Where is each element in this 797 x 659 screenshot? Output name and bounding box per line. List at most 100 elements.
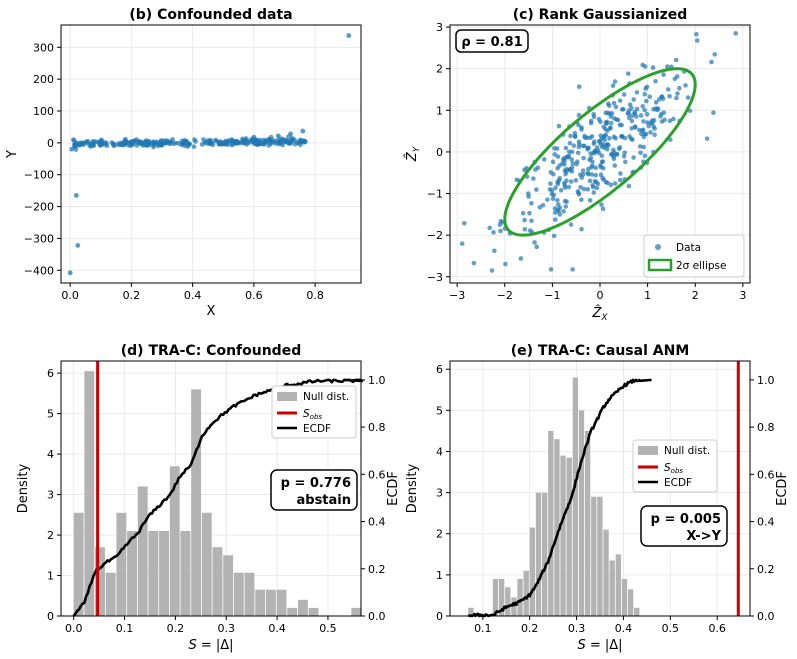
data-point bbox=[580, 143, 586, 149]
legend-marker-data bbox=[655, 244, 661, 250]
x-tick-label: −1 bbox=[544, 289, 560, 302]
data-point bbox=[247, 138, 252, 144]
data-point bbox=[531, 176, 536, 181]
data-point bbox=[579, 226, 584, 232]
x-tick-label: 0.4 bbox=[184, 289, 202, 302]
data-point bbox=[569, 169, 575, 174]
data-point bbox=[111, 143, 117, 149]
x-tick-label: 0.6 bbox=[245, 289, 263, 302]
data-point bbox=[552, 146, 557, 151]
data-point bbox=[602, 133, 607, 139]
data-point bbox=[492, 248, 497, 254]
y-tick-label: −3 bbox=[427, 271, 443, 284]
data-point bbox=[580, 172, 586, 177]
x-tick-label: 0.4 bbox=[615, 622, 633, 635]
data-point bbox=[562, 185, 568, 190]
data-point bbox=[621, 107, 626, 112]
histogram-bar bbox=[116, 512, 127, 616]
data-point bbox=[594, 185, 600, 191]
data-point bbox=[598, 163, 603, 168]
histogram-bar bbox=[597, 496, 603, 616]
data-point bbox=[616, 146, 622, 152]
histogram-bars bbox=[468, 377, 640, 616]
histogram-bar bbox=[95, 547, 105, 616]
data-point bbox=[558, 187, 564, 193]
y-tick-label: 2 bbox=[47, 529, 54, 542]
data-point bbox=[255, 139, 260, 145]
histogram-bar bbox=[244, 572, 255, 616]
x-axis-label-symbol: S bbox=[188, 638, 196, 653]
x-tick-label: 0.6 bbox=[708, 622, 726, 635]
data-point bbox=[596, 116, 602, 122]
data-points bbox=[459, 31, 739, 273]
y2-tick-label: 0.8 bbox=[757, 421, 775, 434]
data-point bbox=[622, 159, 628, 165]
data-point bbox=[562, 158, 567, 163]
data-point bbox=[600, 142, 606, 147]
data-point bbox=[137, 139, 143, 145]
data-point bbox=[541, 157, 547, 162]
data-point bbox=[491, 230, 496, 235]
histogram-bar bbox=[169, 466, 180, 616]
data-point bbox=[97, 142, 103, 148]
data-point bbox=[634, 114, 639, 119]
data-point bbox=[618, 171, 623, 176]
data-point bbox=[631, 97, 637, 102]
data-point bbox=[555, 197, 560, 203]
y2-tick-label: 0.0 bbox=[757, 610, 775, 623]
data-point bbox=[602, 145, 607, 151]
data-point bbox=[552, 152, 558, 157]
data-point bbox=[570, 161, 576, 166]
y-tick-label: 2 bbox=[436, 528, 443, 541]
data-point bbox=[590, 159, 595, 165]
histogram-bar bbox=[523, 570, 529, 616]
histogram-bar bbox=[468, 607, 474, 616]
data-point bbox=[575, 159, 580, 164]
data-point bbox=[75, 243, 81, 248]
data-point bbox=[568, 179, 574, 184]
y-tick-label: 1 bbox=[47, 570, 54, 583]
data-point bbox=[612, 163, 618, 168]
histogram-bar bbox=[191, 389, 202, 616]
data-point bbox=[564, 166, 569, 172]
y2-tick-label: 0.2 bbox=[368, 563, 386, 576]
data-point bbox=[259, 141, 265, 146]
histogram-bar bbox=[603, 529, 609, 616]
x-axis-label: X bbox=[207, 304, 216, 319]
data-point bbox=[621, 92, 627, 97]
data-point bbox=[637, 144, 643, 149]
legend-label-sobs-subscript: obs bbox=[671, 467, 684, 475]
histogram-bar bbox=[578, 410, 585, 616]
histogram-bar bbox=[511, 597, 517, 616]
data-point bbox=[649, 121, 655, 126]
data-point bbox=[588, 155, 594, 161]
data-point bbox=[733, 31, 739, 36]
data-point bbox=[529, 218, 534, 224]
histogram-bar bbox=[201, 512, 212, 616]
data-point bbox=[641, 144, 647, 150]
data-point bbox=[251, 134, 257, 140]
data-point bbox=[459, 241, 465, 246]
data-point bbox=[603, 126, 608, 132]
y-tick-label: 1 bbox=[436, 104, 443, 117]
data-point bbox=[570, 267, 575, 272]
data-point bbox=[683, 83, 688, 88]
data-point bbox=[498, 228, 503, 234]
x-tick-label: 0.1 bbox=[116, 622, 134, 635]
data-point bbox=[73, 147, 79, 152]
data-point bbox=[69, 146, 75, 152]
data-point bbox=[611, 154, 616, 159]
x-axis-label: S = |Δ| bbox=[577, 638, 622, 653]
data-point bbox=[652, 126, 657, 131]
y2-axis-label: ECDF bbox=[386, 471, 401, 506]
data-point bbox=[553, 185, 558, 191]
data-point bbox=[667, 118, 673, 124]
data-point bbox=[612, 181, 618, 186]
y-axis-label: Y bbox=[5, 150, 20, 159]
data-point bbox=[611, 134, 617, 140]
chart-title: (b) Confounded data bbox=[129, 7, 292, 23]
y-tick-label: −400 bbox=[24, 264, 54, 277]
data-point bbox=[275, 133, 281, 139]
data-point bbox=[585, 145, 591, 151]
x-axis-label-symbol: S bbox=[577, 638, 585, 653]
